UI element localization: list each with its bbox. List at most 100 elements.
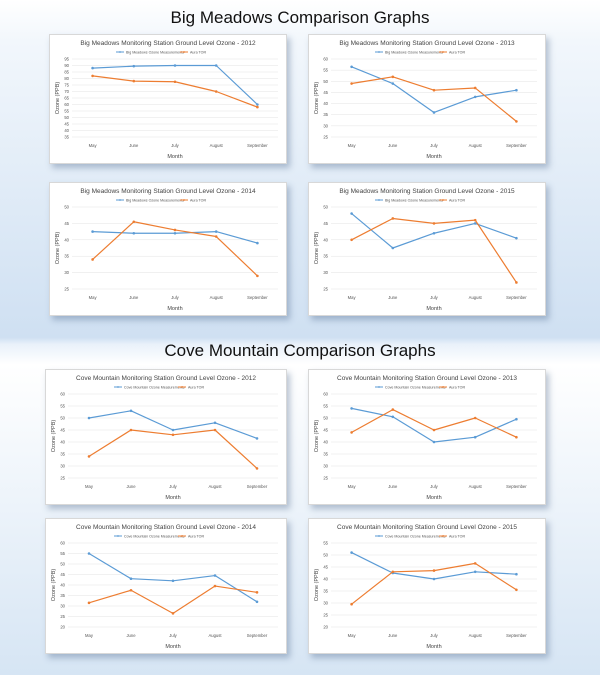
line-chart: Cove Mountain Monitoring Station Ground … <box>51 524 278 650</box>
legend-marker <box>117 535 119 537</box>
data-point <box>171 428 175 432</box>
y-tick-label: 55 <box>323 404 328 409</box>
data-point <box>255 600 259 604</box>
y-tick-label: 65 <box>64 96 69 101</box>
legend-marker <box>378 51 380 53</box>
x-tick-label: August <box>210 295 224 300</box>
y-tick-label: 25 <box>323 135 328 140</box>
y-tick-label: 50 <box>64 115 69 120</box>
x-tick-label: July <box>430 295 438 300</box>
legend-entry: Cove Mountain Ozone Measurements <box>385 385 446 389</box>
line-chart: Big Meadows Monitoring Station Ground Le… <box>55 40 278 160</box>
legend-entry: Aura TOR <box>449 534 465 538</box>
legend-marker <box>119 199 121 201</box>
data-point <box>173 80 177 84</box>
y-tick-label: 25 <box>60 476 65 481</box>
x-tick-label: May <box>348 633 357 638</box>
data-point <box>473 570 477 574</box>
data-point <box>391 217 395 220</box>
data-point <box>256 241 259 245</box>
y-axis-label: Ozone (PPB) <box>51 420 57 453</box>
data-point <box>350 602 353 606</box>
data-point <box>432 111 436 114</box>
x-tick-label: May <box>89 143 98 148</box>
data-point <box>213 421 217 425</box>
data-point <box>214 235 218 238</box>
data-point <box>171 579 175 583</box>
y-tick-label: 40 <box>64 237 69 242</box>
x-axis-label: Month <box>426 495 441 501</box>
y-tick-label: 45 <box>64 122 69 127</box>
data-point <box>87 552 91 555</box>
x-tick-label: July <box>169 484 177 489</box>
y-tick-label: 80 <box>64 76 69 81</box>
data-point <box>87 416 91 420</box>
chart-panel-big-meadows-2014: Big Meadows Monitoring Station Ground Le… <box>49 182 287 316</box>
y-tick-label: 45 <box>323 565 328 570</box>
y-tick-label: 95 <box>64 57 69 62</box>
data-point <box>350 238 353 242</box>
legend-marker <box>181 535 183 537</box>
y-tick-label: 35 <box>323 452 328 457</box>
legend-marker <box>442 535 444 537</box>
y-tick-label: 60 <box>64 102 69 107</box>
data-point <box>432 440 436 444</box>
chart-panel-big-meadows-2012: Big Meadows Monitoring Station Ground Le… <box>49 34 287 164</box>
y-tick-label: 50 <box>64 205 69 210</box>
data-point <box>391 246 395 250</box>
data-point <box>173 231 177 235</box>
chart-panel-big-meadows-2015: Big Meadows Monitoring Station Ground Le… <box>308 182 546 316</box>
x-tick-label: June <box>388 484 398 489</box>
data-point <box>132 220 136 224</box>
x-tick-label: September <box>506 633 527 638</box>
x-tick-label: July <box>430 633 438 638</box>
series-line <box>88 552 258 603</box>
data-point <box>91 230 94 233</box>
data-point <box>515 88 518 92</box>
data-point <box>350 65 353 69</box>
data-point <box>391 415 395 419</box>
y-tick-label: 50 <box>60 562 65 567</box>
data-point <box>432 231 436 235</box>
chart-title: Cove Mountain Monitoring Station Ground … <box>76 375 256 382</box>
legend-marker <box>378 199 380 201</box>
y-tick-label: 40 <box>323 440 328 445</box>
x-tick-label: September <box>247 143 268 148</box>
data-point <box>515 417 518 421</box>
y-tick-label: 30 <box>323 464 328 469</box>
data-point <box>129 409 133 413</box>
legend-marker <box>119 51 121 53</box>
cove-mountain-section-title: Cove Mountain Comparison Graphs <box>164 341 436 360</box>
y-tick-label: 35 <box>323 112 328 117</box>
chart-title: Cove Mountain Monitoring Station Ground … <box>76 524 256 531</box>
y-tick-label: 45 <box>323 221 328 226</box>
x-tick-label: September <box>506 295 527 300</box>
y-tick-label: 45 <box>60 572 65 577</box>
data-point <box>214 90 218 93</box>
line-chart: Big Meadows Monitoring Station Ground Le… <box>314 40 537 160</box>
x-tick-label: May <box>85 484 94 489</box>
data-point <box>256 103 259 106</box>
data-point <box>515 435 518 439</box>
data-point <box>432 577 436 581</box>
data-point <box>213 574 217 577</box>
chart-title: Big Meadows Monitoring Station Ground Le… <box>339 188 515 195</box>
y-tick-label: 30 <box>323 601 328 606</box>
x-tick-label: June <box>129 143 139 148</box>
y-tick-label: 40 <box>60 440 65 445</box>
data-point <box>473 435 477 439</box>
legend-entry: Aura TOR <box>190 50 206 54</box>
data-point <box>214 64 218 67</box>
legend-marker <box>442 386 444 388</box>
y-tick-label: 40 <box>323 577 328 582</box>
data-point <box>391 82 395 85</box>
data-point <box>350 82 353 85</box>
legend-marker <box>442 199 444 201</box>
data-point <box>173 64 177 67</box>
series-line <box>351 213 517 249</box>
y-tick-label: 85 <box>64 70 69 75</box>
x-axis-label: Month <box>167 306 182 312</box>
y-tick-label: 30 <box>60 464 65 469</box>
legend-marker <box>378 535 380 537</box>
